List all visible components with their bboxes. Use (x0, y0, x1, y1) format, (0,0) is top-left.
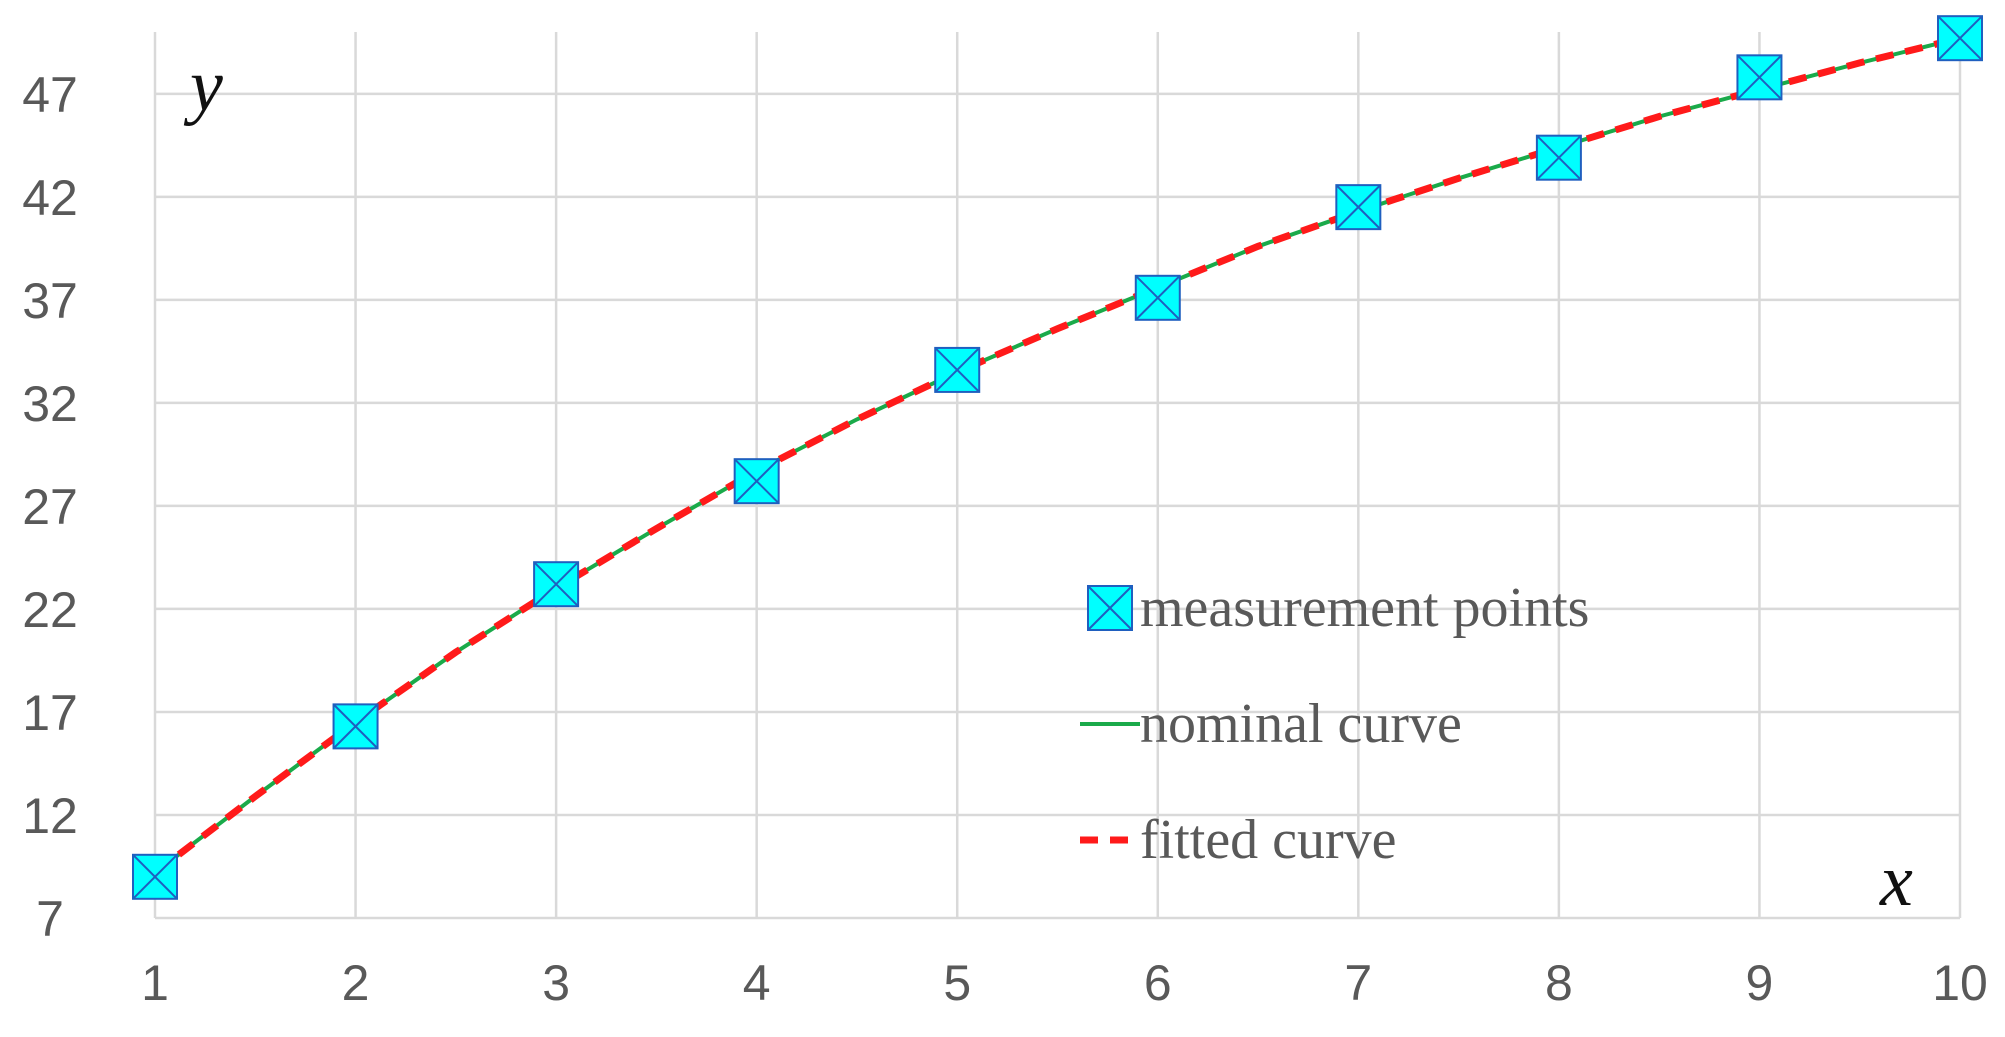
x-tick-label: 5 (943, 955, 971, 1011)
x-tick-label: 3 (542, 955, 570, 1011)
measurement-point (934, 346, 981, 393)
measurement-point (1134, 274, 1181, 321)
legend-label-fitted-curve: fitted curve (1140, 809, 1397, 871)
y-tick-label: 12 (22, 788, 78, 844)
fitted-curve-line (152, 34, 1961, 876)
legend-label-measurement-points: measurement points (1140, 577, 1589, 639)
measurement-point (1736, 54, 1783, 101)
x-tick-label: 6 (1144, 955, 1172, 1011)
x-tick-label: 9 (1746, 955, 1774, 1011)
y-tick-label: 22 (22, 582, 78, 638)
x-tick-label: 4 (743, 955, 771, 1011)
legend: measurement points nominal curve fitted … (1080, 577, 1589, 871)
measurement-point (132, 853, 178, 900)
nominal-curve-line (153, 36, 1961, 875)
x-tick-label: 10 (1932, 955, 1988, 1011)
y-axis-label: y (183, 45, 223, 127)
y-tick-label: 47 (22, 67, 78, 123)
x-axis-label: x (1879, 840, 1913, 922)
measurement-point (1937, 15, 1983, 62)
measurement-point (1335, 184, 1382, 231)
measurement-point (533, 561, 580, 608)
measurement-point (733, 458, 780, 505)
measurement-points (132, 15, 1983, 900)
x-tick-label: 1 (141, 955, 169, 1011)
legend-marker-measurement-points (1087, 585, 1133, 631)
x-tick-label: 8 (1545, 955, 1573, 1011)
x-tick-labels: 1 2 3 4 5 6 7 8 9 10 (141, 955, 1988, 1011)
series (152, 34, 1961, 876)
x-tick-label: 7 (1344, 955, 1372, 1011)
legend-marker-square-x (1087, 585, 1133, 631)
y-tick-label: 17 (22, 685, 78, 741)
legend-label-nominal-curve: nominal curve (1140, 693, 1462, 755)
y-tick-labels: 7 12 17 22 27 32 37 42 47 (22, 67, 78, 947)
y-tick-label: 32 (22, 376, 78, 432)
y-tick-label: 7 (36, 891, 64, 947)
x-tick-label: 2 (342, 955, 370, 1011)
grid (153, 32, 1962, 920)
measurement-point (332, 703, 379, 750)
measurement-point (1535, 134, 1582, 181)
y-tick-label: 42 (22, 170, 78, 226)
y-tick-label: 27 (22, 479, 78, 535)
y-tick-label: 37 (22, 273, 78, 329)
